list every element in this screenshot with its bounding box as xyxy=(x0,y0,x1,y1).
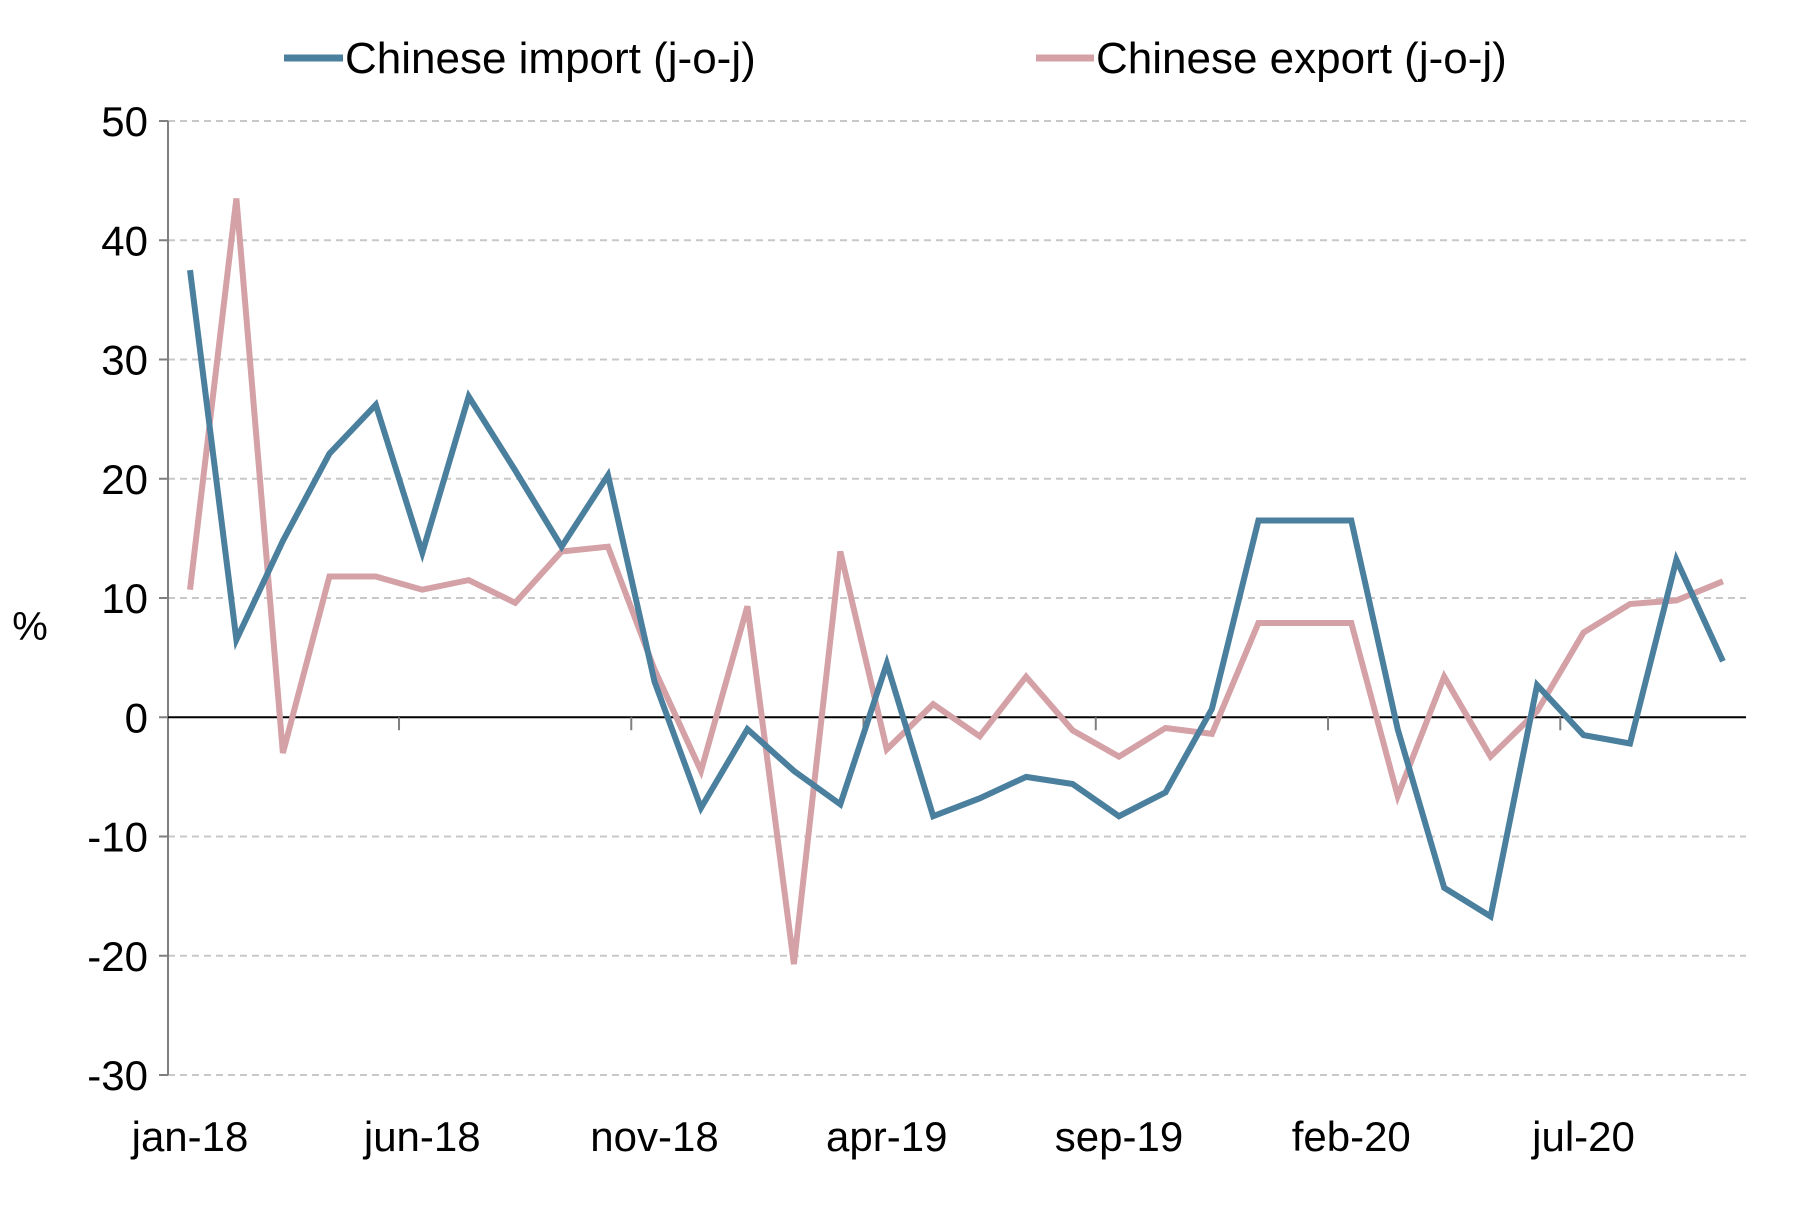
y-tick-label: 30 xyxy=(101,337,148,384)
x-tick-labels: jan-18 jun-18 nov-18 apr-19 sep-19 feb-20 jul-… xyxy=(130,1113,1635,1160)
series-line-import xyxy=(187,269,1726,922)
x-tick-label: jan-18 xyxy=(130,1113,249,1160)
y-tick-label: 0 xyxy=(125,694,148,741)
legend-label: Chinese export (j-o-j) xyxy=(1096,34,1507,83)
gridlines xyxy=(168,120,1746,1076)
x-tick-label: apr-19 xyxy=(826,1113,947,1160)
x-tick-label: jun-18 xyxy=(362,1113,481,1160)
y-tick-label: 50 xyxy=(101,98,148,145)
x-tick-label: jul-20 xyxy=(1530,1113,1635,1160)
y-tick-labels: 50 40 30 20 10 0 -10 -20 -30 xyxy=(87,98,148,1099)
y-tick-label: 20 xyxy=(101,456,148,503)
y-axis-label: % xyxy=(12,605,48,649)
y-tick-label: 10 xyxy=(101,575,148,622)
y-tick-label: -10 xyxy=(87,814,148,861)
legend-label: Chinese import (j-o-j) xyxy=(345,34,756,83)
legend: Chinese import (j-o-j) Chinese export (j-… xyxy=(284,34,1507,83)
series-lines xyxy=(187,198,1726,965)
x-tick-label: nov-18 xyxy=(590,1113,718,1160)
y-tick-label: -20 xyxy=(87,933,148,980)
series-line-export xyxy=(187,198,1725,965)
y-tick-label: -30 xyxy=(87,1052,148,1099)
x-tick-label: sep-19 xyxy=(1055,1113,1183,1160)
x-tick-label: feb-20 xyxy=(1292,1113,1411,1160)
y-tick-label: 40 xyxy=(101,217,148,264)
